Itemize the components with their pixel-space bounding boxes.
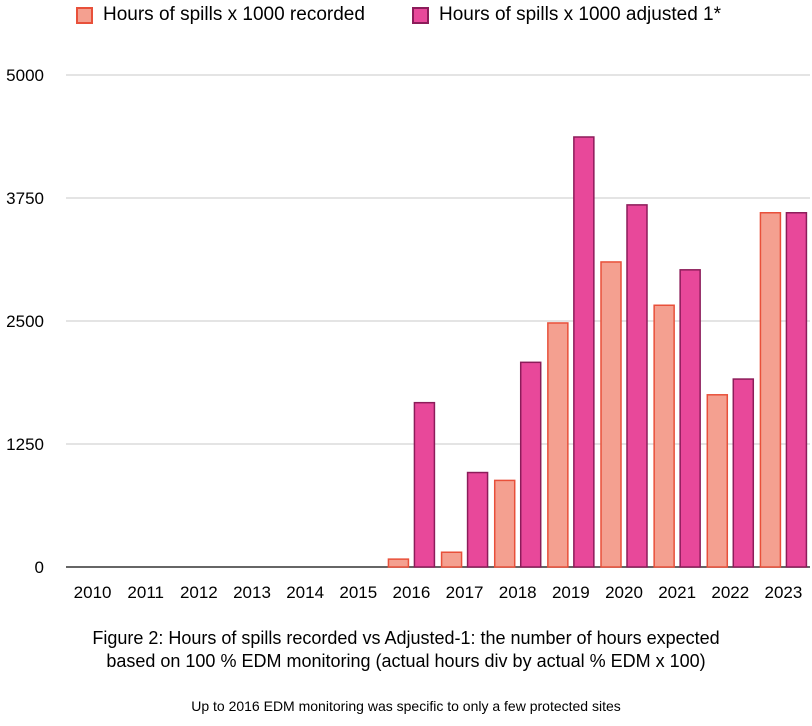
bar-chart: 0 1250 2500 3750 5000 2010 2011 2012 2013 2014 201…	[6, 66, 810, 602]
x-tick-label: 2022	[711, 583, 749, 602]
bar-adjusted	[679, 269, 701, 568]
bar-recorded	[547, 322, 569, 568]
x-tick-label: 2018	[499, 583, 537, 602]
legend-item-adjusted: Hours of spills x 1000 adjusted 1*	[412, 4, 721, 26]
bar-adjusted	[413, 401, 436, 568]
y-tick-label: 1250	[6, 435, 44, 454]
x-tick-label: 2017	[446, 583, 484, 602]
x-tick-label: 2015	[339, 583, 377, 602]
bar-recorded	[493, 479, 516, 568]
y-tick-label: 3750	[6, 189, 44, 208]
bar-adjusted	[626, 204, 648, 568]
bar-adjusted	[519, 361, 542, 568]
bar-recorded	[759, 212, 782, 568]
caption-line-1: Figure 2: Hours of spills recorded vs Ad…	[92, 628, 720, 648]
figure-caption: Figure 2: Hours of spills recorded vs Ad…	[0, 627, 812, 673]
legend-label-recorded: Hours of spills x 1000 recorded	[103, 4, 365, 25]
x-tick-label: 2013	[233, 583, 271, 602]
legend-label-adjusted: Hours of spills x 1000 adjusted 1*	[439, 4, 721, 25]
x-tick-label: 2014	[286, 583, 324, 602]
caption-line-2: based on 100 % EDM monitoring (actual ho…	[106, 651, 706, 671]
bar-recorded	[387, 558, 410, 568]
footnote: Up to 2016 EDM monitoring was specific t…	[191, 698, 621, 714]
x-tick-label: 2012	[180, 583, 218, 602]
bar-recorded	[440, 551, 463, 568]
bar-adjusted	[466, 471, 489, 568]
x-tick-label: 2019	[552, 583, 590, 602]
bar-recorded	[706, 394, 729, 568]
legend-item-recorded: Hours of spills x 1000 recorded	[76, 4, 365, 26]
y-tick-label: 2500	[6, 312, 44, 331]
legend-swatch-recorded	[76, 6, 93, 24]
bar-recorded	[600, 261, 622, 568]
bar-adjusted	[732, 378, 755, 568]
x-tick-label: 2020	[605, 583, 643, 602]
x-tick-label: 2010	[74, 583, 112, 602]
y-tick-label: 0	[35, 558, 44, 577]
legend-swatch-adjusted	[412, 6, 429, 24]
bar-adjusted	[573, 136, 595, 568]
bar-adjusted	[785, 212, 808, 568]
y-tick-label: 5000	[6, 66, 44, 85]
x-tick-label: 2016	[393, 583, 431, 602]
x-tick-label: 2023	[765, 583, 803, 602]
x-tick-label: 2011	[127, 583, 164, 602]
x-tick-label: 2021	[658, 583, 696, 602]
bar-recorded	[653, 304, 675, 568]
